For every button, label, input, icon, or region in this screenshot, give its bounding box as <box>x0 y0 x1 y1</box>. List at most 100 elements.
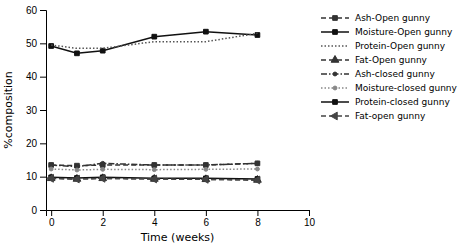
series-marker <box>152 168 156 172</box>
x-tick: 6 <box>204 210 210 228</box>
y-tick-mark <box>40 110 46 111</box>
legend-item: Protein-closed gunny <box>321 97 450 107</box>
legend-marker <box>333 16 338 21</box>
series-marker <box>75 168 79 172</box>
series-marker <box>101 161 105 165</box>
y-axis-title: %composition <box>2 71 15 149</box>
legend-marker <box>333 72 337 76</box>
series-marker <box>204 163 209 168</box>
x-tick: 0 <box>49 210 55 228</box>
series-marker <box>47 174 54 182</box>
series <box>49 167 259 172</box>
legend-item: Fat-Open gunny <box>321 55 428 65</box>
series-line <box>51 33 257 48</box>
x-tick-label: 6 <box>204 217 210 228</box>
series-marker <box>255 161 259 165</box>
x-tick: 4 <box>152 210 158 228</box>
y-tick: 20 <box>26 138 46 149</box>
y-tick: 40 <box>26 71 46 82</box>
y-axis: 0 10 20 30 40 50 60 <box>26 5 47 216</box>
y-tick-label: 40 <box>26 71 38 82</box>
series-marker <box>152 163 156 167</box>
series-marker <box>49 163 53 167</box>
x-axis-line <box>47 211 310 217</box>
legend-label: Fat-Open gunny <box>355 55 428 65</box>
legend-label: Protein-closed gunny <box>355 97 450 107</box>
legend-marker <box>331 112 338 120</box>
series-marker <box>152 163 157 168</box>
legend-label: Ash-Open gunny <box>355 13 431 23</box>
series-marker <box>75 163 80 168</box>
x-tick-label: 0 <box>49 217 55 228</box>
x-tick-mark <box>103 210 104 216</box>
x-tick-label: 10 <box>304 217 316 228</box>
y-tick-label: 60 <box>26 5 38 16</box>
series-marker <box>150 175 157 183</box>
x-tick-mark <box>309 210 310 216</box>
y-tick-mark <box>40 210 46 211</box>
legend-item: Ash-Open gunny <box>321 13 431 23</box>
series-marker <box>152 34 157 39</box>
series-marker <box>204 167 208 171</box>
y-tick-label: 50 <box>26 38 38 49</box>
y-tick: 30 <box>26 105 46 116</box>
series-marker <box>253 176 260 184</box>
legend-marker <box>333 30 338 35</box>
x-tick-label: 8 <box>255 217 261 228</box>
legend-marker <box>333 100 338 105</box>
y-tick: 60 <box>26 5 46 16</box>
series-line <box>51 163 257 166</box>
y-tick: 0 <box>31 205 46 216</box>
x-tick: 8 <box>255 210 261 228</box>
series-marker <box>204 163 208 167</box>
series-marker <box>49 44 54 49</box>
series-marker <box>204 29 209 34</box>
y-tick: 50 <box>26 38 46 49</box>
x-axis-title: Time (weeks) <box>140 231 215 244</box>
x-axis: 0 2 4 6 8 10 <box>47 210 316 228</box>
series <box>47 174 261 182</box>
plot: 0 2 4 6 8 10 0 10 20 30 40 50 60 <box>26 5 316 228</box>
y-tick-label: 20 <box>26 138 38 149</box>
y-tick-label: 0 <box>31 205 37 216</box>
legend: Ash-Open gunny Moisture-Open gunny Protein… <box>321 13 458 121</box>
legend-item: Moisture-Open gunny <box>321 27 453 37</box>
y-tick: 10 <box>26 171 46 182</box>
x-tick: 10 <box>304 210 316 228</box>
legend-item: Fat-open gunny <box>321 111 426 121</box>
legend-line <box>321 45 349 47</box>
series <box>47 174 260 183</box>
y-tick-label: 30 <box>26 105 38 116</box>
x-tick: 2 <box>100 210 106 228</box>
y-tick-mark <box>40 10 46 11</box>
y-axis-line <box>40 11 47 211</box>
series <box>49 29 260 55</box>
x-tick-mark <box>154 210 155 216</box>
legend-label: Fat-open gunny <box>355 111 426 121</box>
series-marker <box>75 51 80 56</box>
legend-label: Protein-Open gunny <box>355 41 446 51</box>
y-tick-mark <box>40 177 46 178</box>
series-marker <box>101 167 105 171</box>
legend-label: Ash-closed gunny <box>355 69 435 79</box>
y-tick-mark <box>40 77 46 78</box>
marks <box>47 29 262 184</box>
legend-item: Protein-Open gunny <box>321 41 446 51</box>
series-marker <box>98 174 105 182</box>
legend-item: Ash-closed gunny <box>321 69 435 79</box>
y-tick-mark <box>40 143 46 144</box>
legend-marker <box>331 56 339 63</box>
y-tick-mark <box>40 43 46 44</box>
legend-label: Moisture-Open gunny <box>355 27 453 37</box>
legend-marker <box>333 86 337 90</box>
x-tick-mark <box>257 210 258 216</box>
chart: 0 2 4 6 8 10 0 10 20 30 40 50 60 Time (weeks) %composi… <box>0 0 474 246</box>
series-marker <box>255 167 259 171</box>
series-marker <box>255 161 260 166</box>
series <box>51 33 257 48</box>
y-tick-label: 10 <box>26 171 38 182</box>
series-marker <box>201 175 208 183</box>
series <box>49 161 260 168</box>
series-marker <box>72 175 79 183</box>
legend-label: Moisture-closed gunny <box>355 83 458 93</box>
